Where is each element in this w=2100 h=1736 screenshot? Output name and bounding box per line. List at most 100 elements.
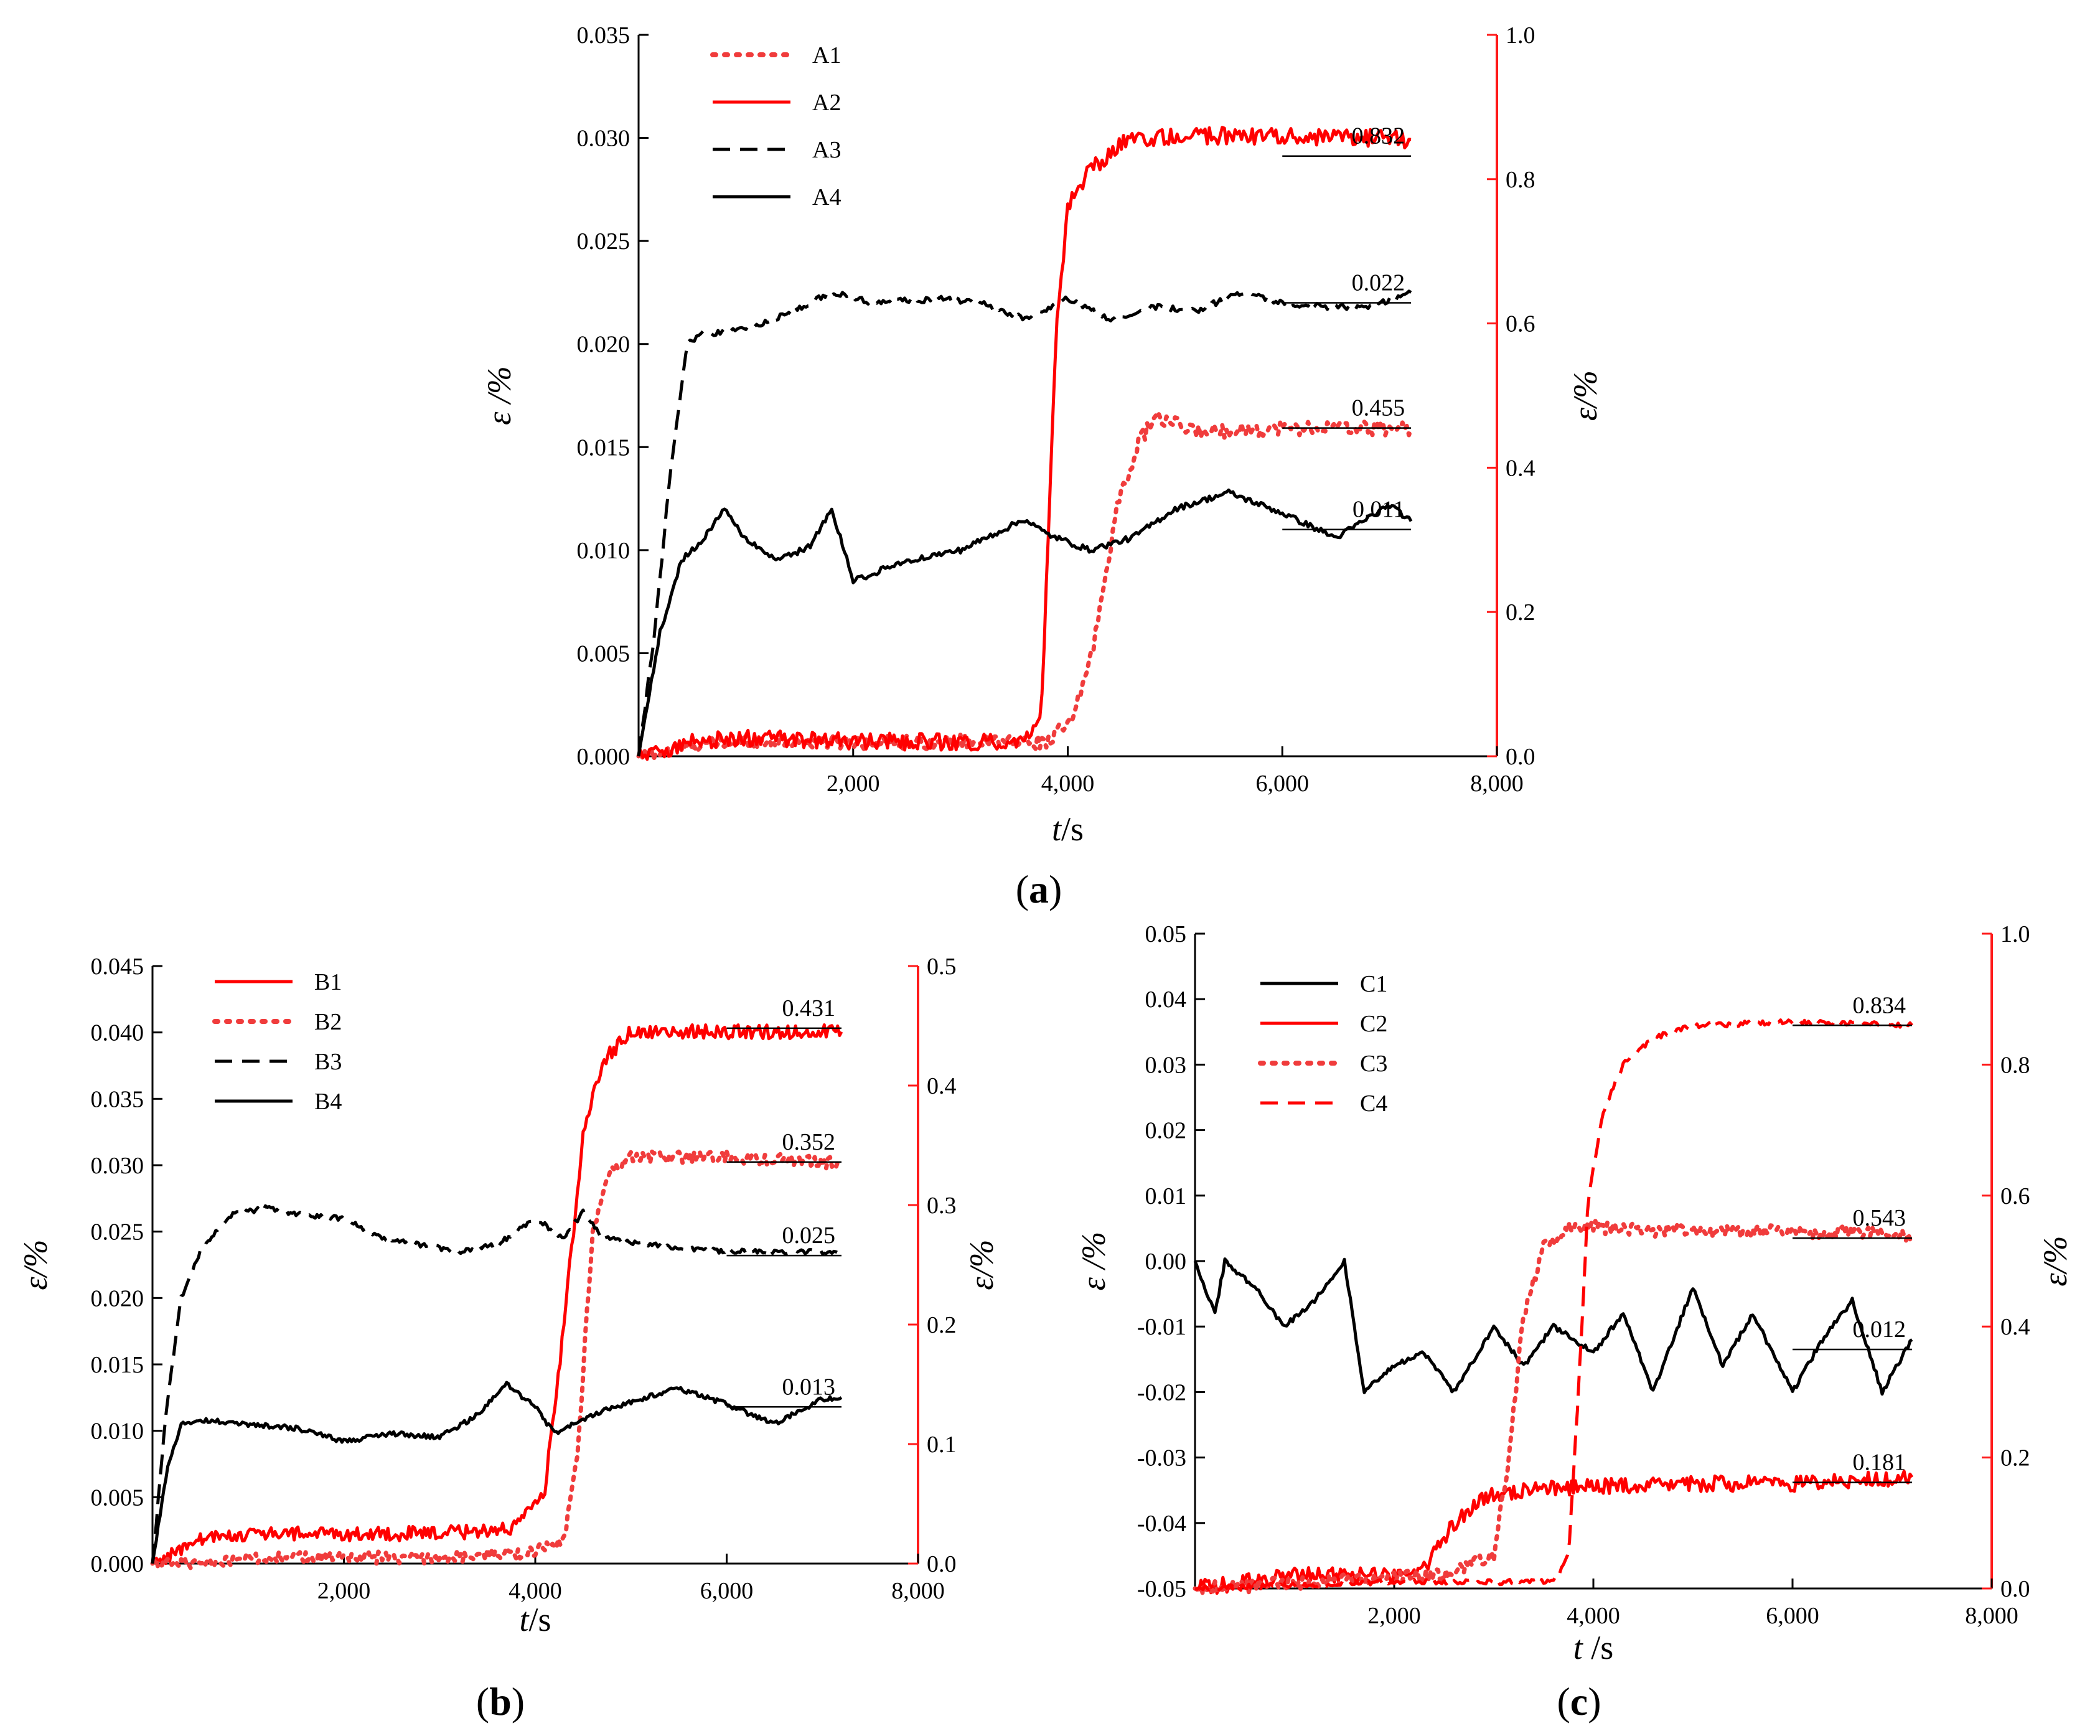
chart-panel-1: 2,000 4,000 6,000 8,000 0.000 0.005 0.010 0.015…: [17, 954, 1000, 1724]
y-right-tick-label: 0.2: [2000, 1445, 2030, 1471]
reference-value-label: 0.181: [1853, 1450, 1906, 1476]
y-right-tick-label: 0.6: [2000, 1183, 2030, 1209]
reference-value-label: 0.431: [782, 995, 836, 1021]
reference-value-label: 0.022: [1352, 270, 1405, 296]
y-right-tick-label: 0.2: [1506, 599, 1535, 626]
y-right-tick-label: 1.0: [1506, 22, 1535, 49]
y-right-tick-label: 0.5: [927, 954, 957, 980]
x-tick-label: 8,000: [1965, 1603, 2018, 1629]
reference-value-label: 0.025: [782, 1222, 836, 1249]
chart-panel-0: 2,000 4,000 6,000 8,000 0.000 0.005 0.010 0.015…: [480, 22, 1604, 911]
series-line-A1: [636, 410, 1413, 762]
x-tick-label: 2,000: [317, 1578, 371, 1604]
y-left-tick-label: 0.015: [577, 434, 630, 461]
y-left-tick-label: -0.02: [1137, 1379, 1186, 1405]
legend-label-B3: B3: [314, 1049, 342, 1075]
y-left-tick-label: 0.04: [1145, 987, 1187, 1013]
y-left-axis-title: ε/%: [17, 1239, 54, 1290]
y-right-axis-title: ε/%: [1567, 370, 1604, 421]
series-line-A3: [637, 289, 1412, 757]
y-left-tick-label: 0.005: [577, 640, 630, 667]
y-right-tick-label: 0.0: [927, 1551, 957, 1577]
y-right-tick-label: 0.0: [1506, 744, 1535, 770]
y-right-tick-label: 1.0: [2000, 921, 2030, 947]
reference-value-label: 0.543: [1853, 1205, 1906, 1231]
x-axis-title: t/s: [519, 1601, 551, 1638]
y-left-tick-label: -0.03: [1137, 1445, 1186, 1471]
reference-value-label: 0.352: [782, 1129, 836, 1155]
y-left-tick-label: 0.035: [91, 1086, 144, 1112]
series-line-C4: [1194, 1018, 1913, 1592]
y-left-axis-title: ε /%: [1075, 1232, 1112, 1291]
y-left-tick-label: -0.05: [1137, 1576, 1186, 1602]
y-right-tick-label: 0.4: [927, 1073, 957, 1099]
x-tick-label: 6,000: [700, 1578, 754, 1604]
series-line-C2: [1195, 1470, 1914, 1595]
x-tick-label: 4,000: [1567, 1603, 1620, 1629]
panel-label: (c): [1557, 1679, 1601, 1724]
y-left-tick-label: 0.00: [1145, 1249, 1187, 1275]
y-right-axis-title: ε/%: [963, 1239, 1000, 1290]
y-left-tick-label: 0.035: [577, 22, 630, 49]
panel-label: (a): [1016, 867, 1062, 911]
y-left-tick-label: 0.000: [577, 744, 630, 770]
y-left-tick-label: 0.05: [1145, 921, 1187, 947]
series-line-A2: [637, 126, 1412, 761]
reference-value-label: 0.834: [1853, 992, 1906, 1018]
x-tick-label: 4,000: [509, 1578, 562, 1604]
legend-label-A1: A1: [812, 42, 841, 68]
legend-label-C1: C1: [1360, 971, 1387, 997]
series-line-C3: [1193, 1219, 1915, 1597]
x-tick-label: 8,000: [1470, 771, 1524, 797]
y-left-tick-label: 0.03: [1145, 1052, 1187, 1078]
series-line-B3: [151, 1204, 842, 1564]
legend-label-B2: B2: [314, 1009, 342, 1035]
panel-label: (b): [476, 1679, 525, 1724]
y-right-tick-label: 0.1: [927, 1432, 957, 1458]
y-left-tick-label: 0.040: [91, 1020, 144, 1046]
y-right-tick-label: 0.8: [1506, 167, 1535, 193]
legend-label-A4: A4: [812, 184, 841, 210]
reference-value-label: 0.013: [782, 1374, 836, 1400]
series-line-B4: [151, 1381, 843, 1564]
y-left-axis-title: ε /%: [480, 366, 518, 425]
y-right-axis-title: ε/%: [2037, 1236, 2074, 1286]
x-axis-title: t/s: [1052, 810, 1084, 848]
x-tick-label: 4,000: [1041, 771, 1095, 797]
legend-label-A3: A3: [812, 137, 841, 163]
legend-label-B4: B4: [314, 1089, 342, 1115]
y-left-tick-label: 0.030: [91, 1153, 144, 1179]
y-right-tick-label: 0.4: [2000, 1314, 2030, 1340]
series-line-A4: [637, 488, 1413, 757]
y-left-tick-label: 0.005: [91, 1485, 144, 1511]
x-tick-label: 2,000: [1367, 1603, 1421, 1629]
y-right-tick-label: 0.2: [927, 1312, 957, 1338]
y-left-tick-label: -0.01: [1137, 1314, 1186, 1340]
x-axis-title: t /s: [1573, 1629, 1614, 1666]
reference-value-label: 0.012: [1853, 1316, 1906, 1343]
legend-label-A2: A2: [812, 90, 841, 116]
y-right-tick-label: 0.4: [1506, 455, 1535, 481]
y-left-tick-label: 0.000: [91, 1551, 144, 1577]
y-right-tick-label: 0.6: [1506, 311, 1535, 337]
y-left-tick-label: 0.025: [577, 228, 630, 255]
reference-value-label: 0.011: [1352, 497, 1405, 523]
x-tick-label: 8,000: [891, 1578, 945, 1604]
reference-value-label: 0.832: [1352, 123, 1405, 149]
legend-label-C2: C2: [1360, 1011, 1387, 1037]
y-left-tick-label: 0.02: [1145, 1118, 1187, 1144]
legend-label-B1: B1: [314, 969, 342, 995]
y-left-tick-label: 0.010: [91, 1419, 144, 1445]
y-left-tick-label: 0.025: [91, 1219, 144, 1246]
x-tick-label: 2,000: [827, 771, 880, 797]
y-left-tick-label: 0.020: [577, 332, 630, 358]
x-tick-label: 6,000: [1766, 1603, 1819, 1629]
y-left-tick-label: 0.045: [91, 954, 144, 980]
y-left-tick-label: 0.01: [1145, 1183, 1187, 1209]
series-line-C1: [1193, 1257, 1913, 1396]
reference-value-label: 0.455: [1352, 395, 1405, 421]
legend-label-C4: C4: [1360, 1091, 1387, 1117]
y-right-tick-label: 0.8: [2000, 1052, 2030, 1078]
x-tick-label: 6,000: [1256, 771, 1310, 797]
